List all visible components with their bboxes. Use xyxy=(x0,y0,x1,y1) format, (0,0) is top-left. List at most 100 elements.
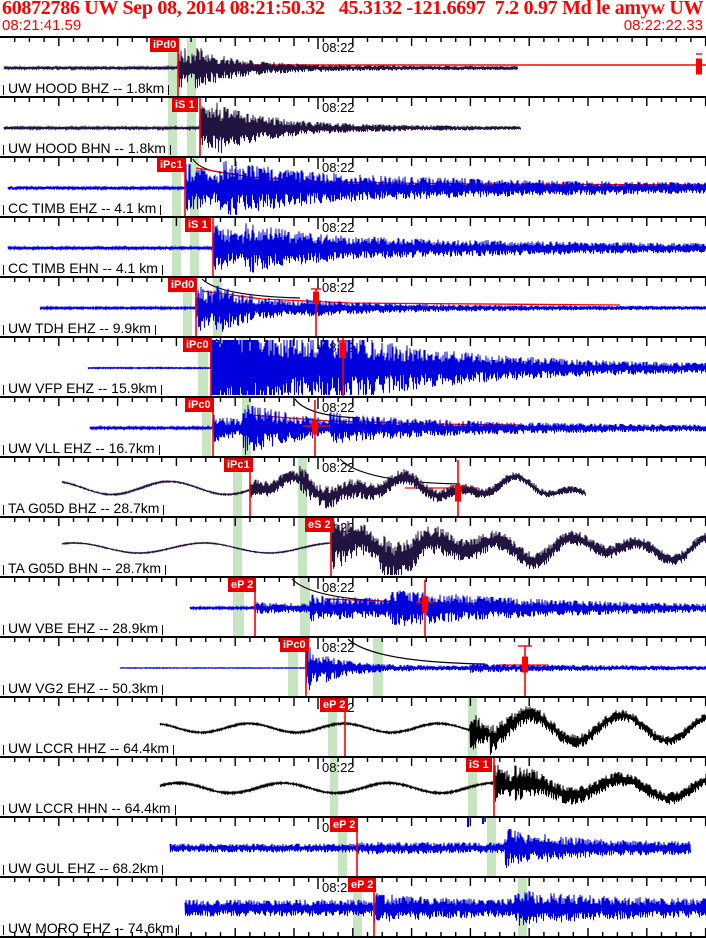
label-tick xyxy=(158,445,160,455)
phase-pick-flag[interactable]: iS 1 xyxy=(466,758,492,772)
trace-panel-uw-hood-bhn[interactable]: 08:22 iS 1 UW HOOD BHN -- 1.8km xyxy=(0,96,706,156)
trace-panel-uw-moro-ehz[interactable]: 08:22 eP 2 UW MORO EHZ -- 74.6km xyxy=(0,876,706,938)
trace-panel-uw-tdh-ehz[interactable]: 08:22 iPd0 UW TDH EHZ -- 9.9km xyxy=(0,276,706,336)
phase-pick-flag[interactable]: iPc1 xyxy=(157,158,186,172)
phase-pick-flag[interactable]: iS 1 xyxy=(185,218,211,232)
phase-pick-flag[interactable]: iPd0 xyxy=(150,38,180,52)
trace-panel-uw-vbe-ehz[interactable]: 08:22 eP 2 UW VBE EHZ -- 28.9km xyxy=(0,576,706,636)
waveform-trace[interactable] xyxy=(119,646,706,691)
amplitude-marker[interactable] xyxy=(416,580,434,636)
phase-pick-flag[interactable]: eP 2 xyxy=(330,818,359,832)
amplitude-marker[interactable] xyxy=(338,338,348,396)
waveform-trace[interactable] xyxy=(169,828,691,868)
minute-label: 08:22 xyxy=(322,580,355,595)
station-label: UW MORO EHZ -- 74.6km xyxy=(3,920,179,936)
minute-label: 08:22 xyxy=(322,400,355,415)
amplitude-marker[interactable] xyxy=(518,645,532,696)
trace-panel-ta-g05d-bhz[interactable]: 08:22 iPc1 TA G05D BHZ -- 28.7km xyxy=(0,456,706,516)
time-ticks xyxy=(13,878,706,889)
station-label-text: CC TIMB EHZ -- 4.1 km xyxy=(8,200,157,216)
phase-pick-flag[interactable]: eP 2 xyxy=(228,578,257,592)
phase-pick-flag[interactable]: iPc0 xyxy=(185,398,214,412)
phase-pick-flag[interactable]: eP 2 xyxy=(348,878,377,892)
trace-time-range: 08:21:41.59 08:22:22.33 xyxy=(2,17,703,34)
waveform-trace[interactable] xyxy=(3,48,518,89)
time-ticks xyxy=(13,818,706,829)
waveform-trace[interactable] xyxy=(159,706,706,756)
trace-panel-uw-vfp-ehz[interactable]: 08:22 iPc0 UW VFP EHZ -- 15.9km xyxy=(0,336,706,396)
trace-plot[interactable]: 08:22 xyxy=(0,338,706,396)
trace-plot[interactable]: 08:22 xyxy=(0,218,706,276)
phase-window-band xyxy=(233,518,242,576)
waveform-trace[interactable] xyxy=(39,285,706,332)
label-tick xyxy=(161,385,163,395)
minute-label: 08:22 xyxy=(322,280,355,295)
trace-plot[interactable]: 08:22 xyxy=(0,158,706,216)
cut-window-curve xyxy=(347,638,486,665)
waveform-trace[interactable] xyxy=(87,339,706,396)
label-tick xyxy=(3,565,4,575)
waveform-trace[interactable] xyxy=(7,223,706,273)
phase-window-band xyxy=(233,578,244,636)
trace-panel-cc-timb-ehn[interactable]: 08:22 iS 1 CC TIMB EHN -- 4.1 km xyxy=(0,216,706,276)
trace-panel-uw-vg2-ehz[interactable]: 08:22 iPc0 UW VG2 EHZ -- 50.3km xyxy=(0,636,706,696)
event-header: 60872786 UW Sep 08, 2014 08:21:50.32 45.… xyxy=(0,0,706,36)
phase-pick-flag[interactable]: eP 2 xyxy=(320,698,349,712)
waveform-trace[interactable] xyxy=(61,465,586,509)
amplitude-marker[interactable] xyxy=(696,53,702,75)
amplitude-marker[interactable] xyxy=(450,460,466,516)
time-ticks xyxy=(13,758,706,769)
time-ticks xyxy=(13,338,706,349)
label-tick xyxy=(3,745,4,755)
trace-plot[interactable]: 08:22 xyxy=(0,278,706,336)
waveform-trace[interactable] xyxy=(61,520,706,576)
waveform-trace[interactable] xyxy=(7,160,706,216)
trace-panel-uw-lccr-hhn[interactable]: 08:22 iS 1 UW LCCR HHN -- 64.4km xyxy=(0,756,706,816)
station-label-text: UW VLL EHZ -- 16.7km xyxy=(8,440,155,456)
trace-panel-cc-timb-ehz[interactable]: 08:22 iPc1 CC TIMB EHZ -- 4.1 km xyxy=(0,156,706,216)
label-tick xyxy=(174,805,176,815)
phase-pick-flag[interactable]: iS 1 xyxy=(172,98,198,112)
station-label: CC TIMB EHN -- 4.1 km xyxy=(3,260,163,276)
cut-window-curve xyxy=(201,278,301,299)
label-tick xyxy=(165,565,167,575)
station-label: TA G05D BHN -- 28.7km xyxy=(3,560,167,576)
trace-plot[interactable]: 08:22 xyxy=(0,98,706,156)
time-ticks xyxy=(13,158,706,169)
window-end-time: 08:22:22.33 xyxy=(623,17,703,34)
label-tick xyxy=(162,685,164,695)
phase-window-band xyxy=(183,278,192,336)
trace-panel-uw-hood-bhz[interactable]: 08:22 iPd0 UW HOOD BHZ -- 1.8km xyxy=(0,36,706,96)
waveform-trace[interactable] xyxy=(3,102,521,154)
phase-pick-flag[interactable]: iPc0 xyxy=(183,338,212,352)
label-tick xyxy=(3,865,4,875)
station-label: TA G05D BHZ -- 28.7km xyxy=(3,500,165,516)
trace-panel-uw-vll-ehz[interactable]: 08:22 iPc0 UW VLL EHZ -- 16.7km xyxy=(0,396,706,456)
waveform-trace[interactable] xyxy=(189,590,706,627)
trace-panel-ta-g05d-bhn[interactable]: 08:22 eS 2 TA G05D BHN -- 28.7km xyxy=(0,516,706,576)
station-label: CC TIMB EHZ -- 4.1 km xyxy=(3,200,162,216)
phase-pick-flag[interactable]: eS 2 xyxy=(305,518,334,532)
amplitude-marker[interactable] xyxy=(311,288,321,336)
waveform-trace[interactable] xyxy=(184,891,706,926)
trace-plot[interactable]: 08:22 xyxy=(0,398,706,456)
amplitude-marker[interactable] xyxy=(303,400,330,456)
station-label-text: UW LCCR HHZ -- 64.4km xyxy=(8,740,170,756)
label-tick xyxy=(160,205,162,215)
station-label: UW VLL EHZ -- 16.7km xyxy=(3,440,160,456)
label-tick xyxy=(3,505,4,515)
phase-pick-flag[interactable]: iPd0 xyxy=(168,278,198,292)
trace-plot[interactable]: 08:22 xyxy=(0,878,706,936)
station-label-text: CC TIMB EHN -- 4.1 km xyxy=(8,260,158,276)
phase-pick-flag[interactable]: iPc0 xyxy=(280,638,309,652)
time-ticks xyxy=(13,578,706,589)
phase-window-band xyxy=(298,518,307,576)
waveform-trace[interactable] xyxy=(89,404,706,456)
time-ticks xyxy=(13,38,706,49)
waveform-trace[interactable] xyxy=(159,760,706,805)
minute-label: 08:22 xyxy=(322,220,355,235)
phase-pick-flag[interactable]: iPc1 xyxy=(224,458,253,472)
trace-plot[interactable]: 08:22 xyxy=(0,758,706,816)
